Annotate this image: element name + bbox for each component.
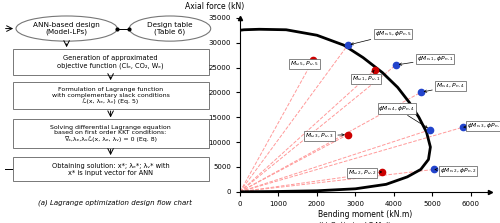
Text: $M_{u,3}, P_{u,3}$: $M_{u,3}, P_{u,3}$ [306,132,344,140]
Text: ANN-based design
(Model-LPs): ANN-based design (Model-LPs) [33,22,100,35]
Text: $M_{n,4}, P_{n,4}$: $M_{n,4}, P_{n,4}$ [424,82,465,92]
FancyBboxPatch shape [12,157,208,181]
Text: $M_{u,5}, P_{u,5}$: $M_{u,5}, P_{u,5}$ [290,60,318,68]
Text: Obtaining solution: x*; λₑ*; λᵥ* with
x* is input vector for ANN: Obtaining solution: x*; λₑ*; λᵥ* with x*… [52,163,170,176]
Text: $M_{u,2}, P_{u,2}$: $M_{u,2}, P_{u,2}$ [348,169,382,177]
Text: Design table
(Table 6): Design table (Table 6) [147,22,193,35]
Text: Axial force (kN): Axial force (kN) [185,2,244,11]
Text: Solving differential Lagrange equation
based on first order KKT conditions:
∇ₓ,λ: Solving differential Lagrange equation b… [50,125,171,142]
FancyBboxPatch shape [12,119,208,148]
Text: $\phi M_{n,3}, \phi P_{n,3}$: $\phi M_{n,3}, \phi P_{n,3}$ [464,122,500,130]
Text: (b) Optimized P-M diagram: (b) Optimized P-M diagram [318,221,412,223]
Text: Generation of approximated
objective function (CIₑ, CO₂, Wₑ): Generation of approximated objective fun… [58,55,164,69]
FancyBboxPatch shape [12,49,208,75]
FancyBboxPatch shape [12,82,208,109]
Ellipse shape [16,16,117,41]
Text: $\phi M_{n,1}, \phi P_{n,1}$: $\phi M_{n,1}, \phi P_{n,1}$ [400,55,454,65]
Text: $\phi M_{n,5}, \phi P_{n,5}$: $\phi M_{n,5}, \phi P_{n,5}$ [351,30,411,45]
Text: $\phi M_{n,2}, \phi P_{n,2}$: $\phi M_{n,2}, \phi P_{n,2}$ [435,167,476,175]
X-axis label: Bending moment (kN.m): Bending moment (kN.m) [318,210,412,219]
Text: Formulation of Lagrange function
with complementary slack conditions
ℒ(x, λₑ, λᵥ: Formulation of Lagrange function with co… [52,87,170,104]
Text: (a) Lagrange optimization design flow chart: (a) Lagrange optimization design flow ch… [38,199,192,206]
Ellipse shape [130,16,210,41]
Text: $M_{u,1}, P_{u,1}$: $M_{u,1}, P_{u,1}$ [352,70,380,83]
Text: $\phi M_{n,4}, \phi P_{n,4}$: $\phi M_{n,4}, \phi P_{n,4}$ [378,104,428,128]
